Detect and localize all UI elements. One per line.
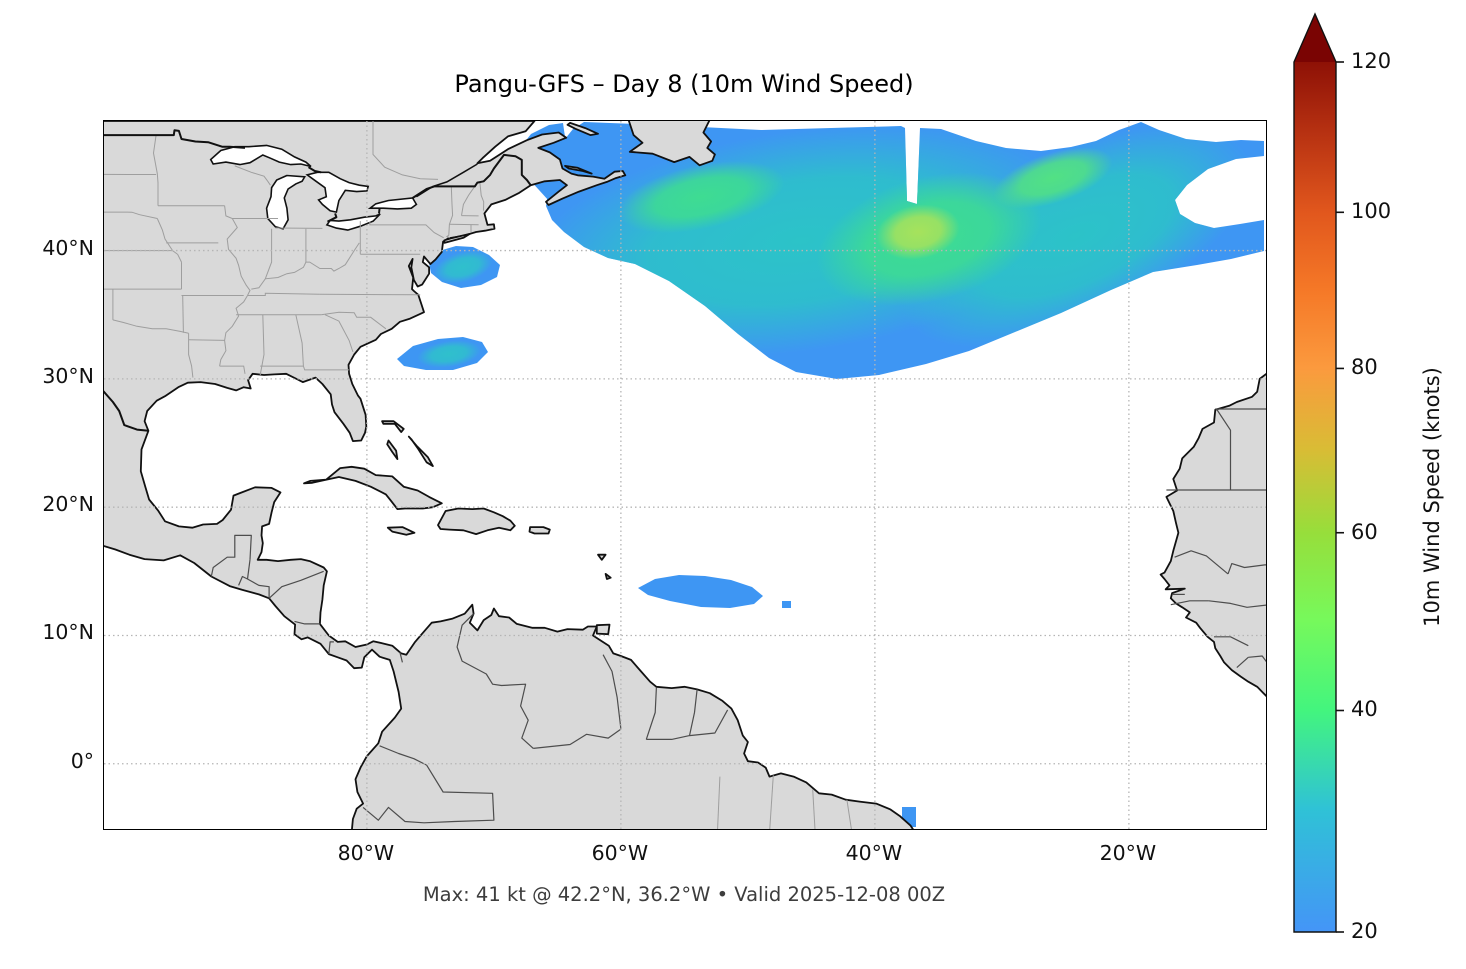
x-tick-label: 40°W (845, 841, 903, 865)
state-borders (104, 121, 852, 829)
colorbar-tick-label: 80 (1351, 355, 1378, 380)
y-tick-label: 10°N (42, 620, 94, 645)
colorbar (1293, 12, 1344, 933)
colorbar-tick-label: 40 (1351, 697, 1378, 722)
land-polygons (104, 121, 1266, 829)
great-lakes (209, 144, 478, 231)
x-tick-label: 20°W (1099, 841, 1157, 865)
national-borders (104, 129, 532, 432)
x-tick-label: 80°W (337, 841, 395, 865)
y-tick-label: 0° (70, 748, 94, 773)
y-tick-label: 40°N (42, 235, 94, 260)
page-title: Pangu-GFS – Day 8 (10m Wind Speed) (454, 70, 914, 98)
atlantic-wind-map (104, 121, 1266, 829)
colorbar-tick-label: 20 (1351, 919, 1378, 943)
colorbar-tick-label: 60 (1351, 519, 1378, 544)
gridlines (104, 121, 1266, 829)
figure-caption: Max: 41 kt @ 42.2°N, 36.2°W • Valid 2025… (422, 883, 946, 906)
colorbar-tick-label: 120 (1351, 49, 1392, 73)
country-borders (210, 408, 1266, 824)
y-tick-label: 30°N (42, 363, 94, 388)
colorbar-tick-label: 100 (1351, 199, 1392, 224)
x-tick-label: 60°W (591, 841, 649, 865)
colorbar-axis-label: 10m Wind Speed (knots) (1420, 367, 1444, 627)
wind-speed-field (397, 122, 1264, 827)
y-tick-label: 20°N (42, 492, 94, 517)
map-panel (103, 120, 1267, 830)
